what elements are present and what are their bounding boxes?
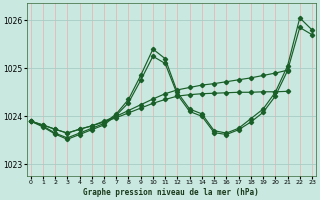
X-axis label: Graphe pression niveau de la mer (hPa): Graphe pression niveau de la mer (hPa)	[84, 188, 259, 197]
